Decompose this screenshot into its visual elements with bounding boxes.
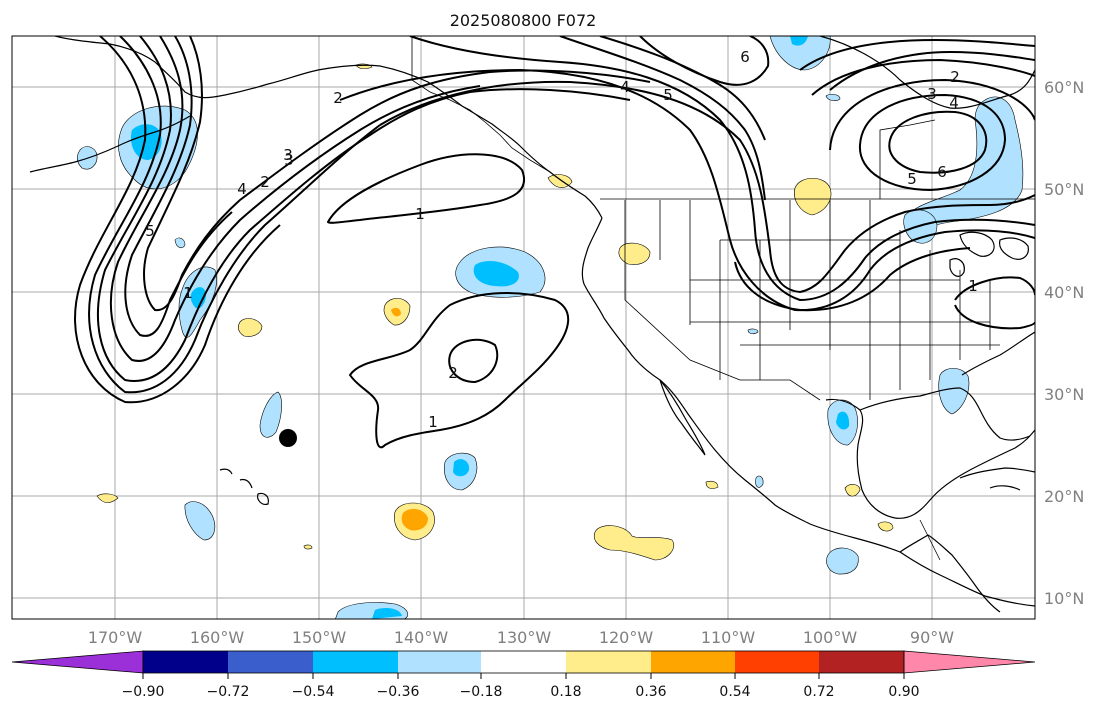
latitude-labels: 60°N 50°N 40°N 30°N 20°N 10°N <box>1044 78 1084 608</box>
colorbar-segment <box>481 651 566 673</box>
contour-label: 5 <box>907 170 917 188</box>
lat-label: 60°N <box>1044 78 1084 97</box>
lon-label: 120°W <box>599 628 654 647</box>
lon-label: 160°W <box>190 628 245 647</box>
contour-label: 2 <box>950 68 960 86</box>
contour-label: 1 <box>415 205 425 223</box>
contour-label: 5 <box>663 86 673 104</box>
contour-label: 2 <box>333 89 343 107</box>
colorbar-segment <box>398 651 481 673</box>
contour-label: 6 <box>937 163 947 181</box>
colorbar-tick-label: 0.72 <box>803 684 834 700</box>
height-contours <box>74 36 1035 449</box>
contour-label: 1 <box>183 284 193 302</box>
colorbar-tick-label: −0.72 <box>207 684 250 700</box>
colorbar-tick-label: 0.54 <box>719 684 750 700</box>
coastlines <box>29 36 1035 613</box>
contour-label: 4 <box>237 180 247 198</box>
contour-label: 3 <box>283 146 293 164</box>
colorbar-tick-label: −0.90 <box>122 684 165 700</box>
contour-label: 4 <box>949 94 959 112</box>
colorbar: −0.90 −0.72 −0.54 −0.36 −0.18 0.18 0.36 … <box>11 650 1036 700</box>
colorbar-tick-labels: −0.90 −0.72 −0.54 −0.36 −0.18 0.18 0.36 … <box>122 684 920 700</box>
lon-label: 110°W <box>701 628 756 647</box>
storm-position-dot <box>279 429 297 447</box>
lon-label: 130°W <box>497 628 552 647</box>
colorbar-segment <box>819 651 904 673</box>
colorbar-tick-label: −0.36 <box>377 684 420 700</box>
colorbar-segment <box>313 651 398 673</box>
colorbar-ticks <box>142 673 905 679</box>
colorbar-tick-label: −0.18 <box>460 684 503 700</box>
gridlines <box>12 36 1035 619</box>
longitude-labels: 170°W 160°W 150°W 140°W 130°W 120°W 110°… <box>88 628 954 647</box>
lat-label: 30°N <box>1044 385 1084 404</box>
contour-label: 1 <box>428 413 438 431</box>
colorbar-segment <box>228 651 313 673</box>
contour-label: 6 <box>740 48 750 66</box>
map-frame <box>11 35 1036 620</box>
contour-label: 4 <box>620 78 630 96</box>
lat-label: 40°N <box>1044 283 1084 302</box>
colorbar-tick-label: −0.54 <box>292 684 335 700</box>
colorbar-frame <box>142 650 905 674</box>
lon-label: 170°W <box>88 628 143 647</box>
contour-label: 3 <box>284 151 294 169</box>
colorbar-segment <box>651 651 735 673</box>
lon-label: 150°W <box>292 628 347 647</box>
lon-label: 100°W <box>803 628 858 647</box>
contour-label-group: 2 3 4 5 6 6 5 4 3 2 1 1 5 4 3 2 1 1 2 <box>145 48 978 431</box>
lat-label: 10°N <box>1044 589 1084 608</box>
lat-label: 50°N <box>1044 180 1084 199</box>
contour-label: 2 <box>260 173 270 191</box>
lat-label: 20°N <box>1044 487 1084 506</box>
borders <box>411 36 1035 561</box>
colorbar-extend-low <box>11 650 144 674</box>
colorbar-segment <box>566 651 651 673</box>
contour-label: 1 <box>968 277 978 295</box>
contour-label: 3 <box>927 85 937 103</box>
colorbar-tick-label: 0.36 <box>635 684 666 700</box>
figure-title: 2025080800 F072 <box>450 11 597 30</box>
colorbar-segment <box>143 651 228 673</box>
lon-label: 90°W <box>910 628 954 647</box>
contour-label: 5 <box>145 222 155 240</box>
colorbar-segment <box>735 651 819 673</box>
colorbar-tick-label: 0.90 <box>888 684 919 700</box>
colorbar-extend-high <box>903 650 1036 674</box>
contour-label: 2 <box>448 364 458 382</box>
lon-label: 140°W <box>394 628 449 647</box>
colorbar-tick-label: 0.18 <box>550 684 581 700</box>
